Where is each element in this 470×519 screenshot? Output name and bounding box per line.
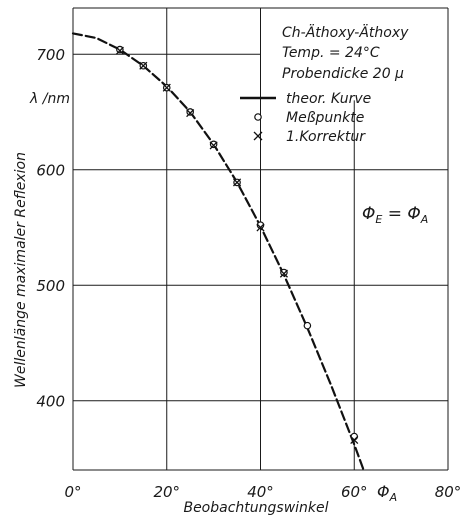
messpunkt-marker-7 — [280, 268, 288, 277]
legend-label-cross: 1.Korrektur — [286, 129, 366, 145]
korrektur-marker-2 — [162, 83, 171, 92]
x-tick-label-0: 0° — [64, 483, 81, 501]
series-theor-kurve-line — [71, 32, 365, 472]
korrektur-marker-6 — [256, 223, 265, 232]
messpunkt-marker-8 — [303, 321, 312, 330]
annotation-sub-2: A — [420, 213, 429, 226]
grid-lines — [72, 7, 449, 471]
annotation-phi-1: Φ — [362, 204, 375, 224]
x-tick-label-60: 60° — [341, 483, 368, 501]
y-axis-unit: λ /nm — [29, 91, 70, 107]
x-axis-title: Beobachtungswinkel — [183, 500, 328, 516]
angle-annotation: ΦE = ΦA — [362, 204, 428, 226]
annotation-eq: = — [382, 204, 407, 224]
y-axis-title: Wellenlänge maximaler Reflexion — [13, 152, 29, 388]
messpunkt-marker-0 — [116, 45, 124, 54]
korrektur-marker-0 — [115, 46, 124, 55]
messpunkt-marker-4 — [209, 140, 218, 149]
legend-header-line-3: Probendicke 20 μ — [282, 66, 404, 82]
korrektur-marker-4 — [209, 141, 218, 150]
x-axis-symbol: ΦA — [377, 482, 397, 504]
annotation-phi-2: Φ — [407, 204, 420, 224]
y-tick-label-600: 600 — [36, 162, 65, 180]
y-tick-label-700: 700 — [36, 46, 65, 64]
legend-cross-swatch — [253, 131, 263, 141]
x-tick-label-40: 40° — [247, 483, 274, 501]
legend-header-line-1: Ch-Äthoxy-Äthoxy — [282, 23, 409, 41]
legend: Ch-Äthoxy-Äthoxy Temp. = 24°C Probendick… — [240, 23, 409, 145]
legend-label-line: theor. Kurve — [286, 91, 371, 107]
korrektur-marker-3 — [186, 109, 195, 118]
messpunkt-marker-9 — [350, 432, 359, 441]
x-tick-label-80: 80° — [435, 483, 462, 501]
tick-labels: 0° 20° 40° 60° 80° 400 500 600 700 — [36, 46, 461, 501]
korrektur-marker-5 — [233, 178, 242, 187]
korrektur-marker-7 — [279, 269, 288, 278]
legend-header-line-2: Temp. = 24°C — [282, 45, 380, 61]
x-axis-symbol-main: Φ — [377, 482, 390, 501]
annotation-sub-1: E — [375, 213, 382, 226]
y-tick-label-400: 400 — [36, 393, 65, 411]
korrektur-marker-8 — [350, 435, 359, 445]
x-tick-label-20: 20° — [153, 483, 180, 501]
series-layer — [71, 32, 365, 472]
legend-circle-swatch — [254, 113, 262, 121]
y-tick-label-500: 500 — [36, 277, 65, 295]
korrektur-marker-1 — [139, 61, 148, 70]
legend-label-circle: Meßpunkte — [286, 110, 364, 126]
messpunkt-marker-3 — [186, 108, 194, 116]
x-axis-symbol-sub: A — [389, 491, 398, 504]
